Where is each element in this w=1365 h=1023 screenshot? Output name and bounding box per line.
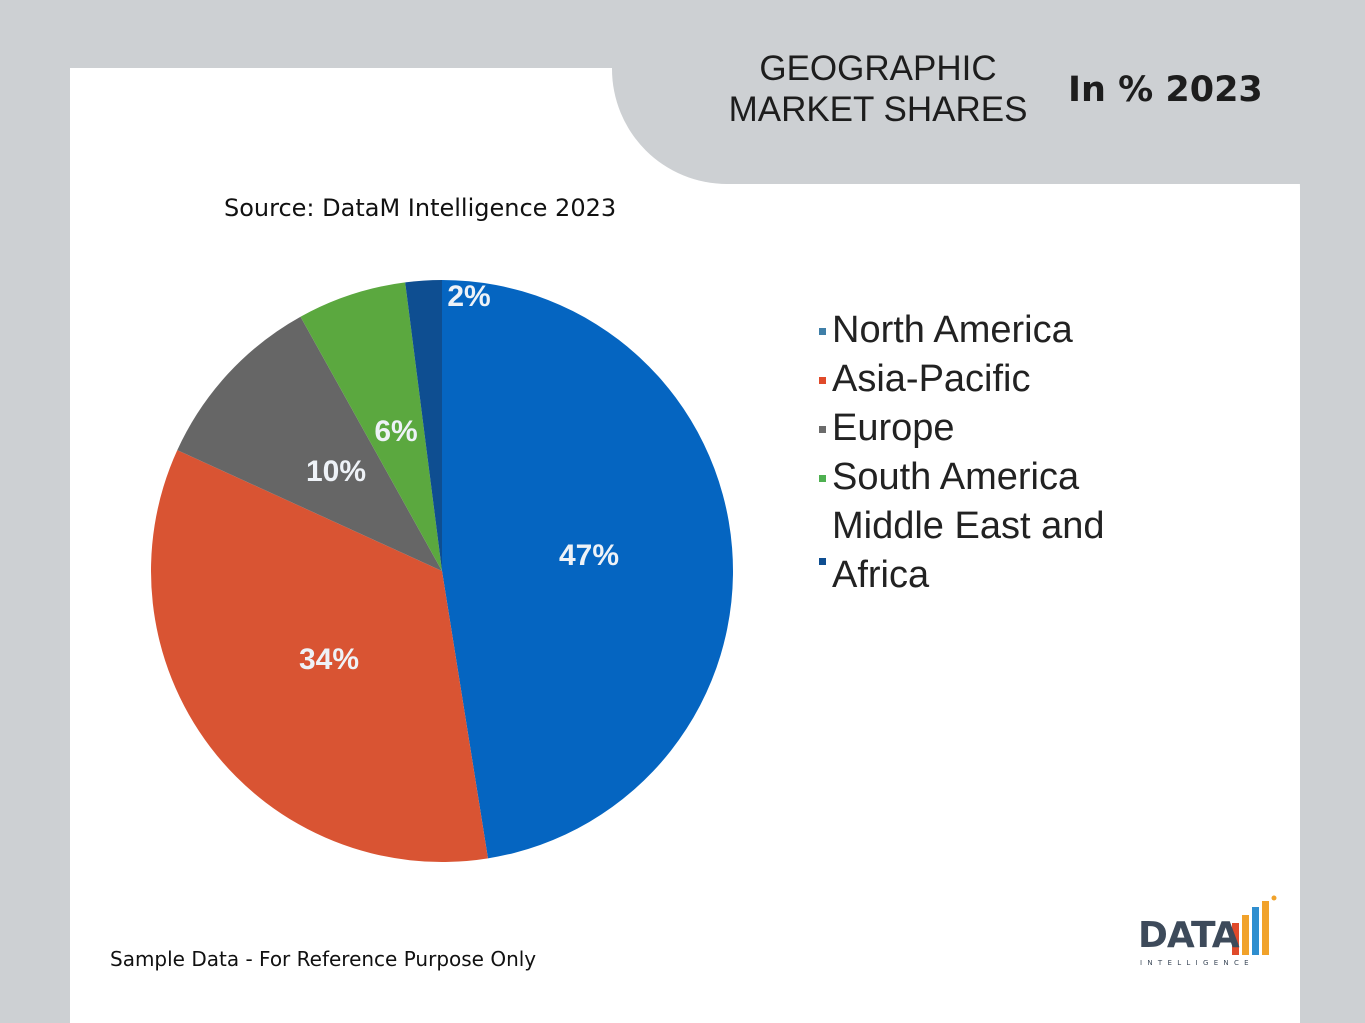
data-label-middle-east-and-africa: 2%	[447, 280, 490, 313]
legend-marker-icon	[819, 426, 826, 433]
legend-item-middle-east-and-africa: Middle East and Africa	[816, 502, 1105, 600]
logo-subtitle: INTELLIGENCE	[1140, 959, 1254, 967]
chart-unit-label: In % 2023	[1068, 70, 1263, 110]
logo-bars-icon	[1232, 895, 1277, 955]
chart-legend: North America Asia-Pacific Europe South Ame…	[816, 306, 1105, 600]
legend-label: Europe	[832, 407, 955, 449]
legend-label: Middle East and Africa	[832, 505, 1105, 596]
pie-slice-asia-pacific	[150, 450, 488, 862]
logo-word: DATA	[1138, 915, 1240, 956]
legend-marker-icon	[819, 328, 826, 335]
data-label-south-america: 6%	[374, 415, 417, 448]
pie-slice-europe	[177, 316, 442, 571]
legend-marker-icon	[819, 475, 826, 482]
company-logo: DATA INTELLIGENCE	[1136, 893, 1281, 973]
data-label-europe: 10%	[306, 455, 366, 488]
footnote: Sample Data - For Reference Purpose Only	[110, 947, 537, 971]
pie-slice-north-america	[442, 280, 734, 859]
legend-label: Asia-Pacific	[832, 358, 1031, 400]
legend-label: North America	[832, 309, 1073, 351]
legend-label: South America	[832, 456, 1080, 498]
chart-title: GEOGRAPHIC MARKET SHARES	[728, 49, 1028, 129]
header-tab	[612, 0, 1365, 184]
legend-item-north-america: North America	[816, 306, 1105, 355]
legend-marker-icon	[819, 558, 826, 565]
pie-slice-middle-east-and-africa	[405, 280, 442, 571]
legend-item-south-america: South America	[816, 453, 1105, 502]
data-label-north-america: 47%	[559, 539, 619, 572]
legend-item-europe: Europe	[816, 404, 1105, 453]
source-label: Source: DataM Intelligence 2023	[224, 194, 617, 222]
legend-item-asia-pacific: Asia-Pacific	[816, 355, 1105, 404]
data-label-asia-pacific: 34%	[299, 643, 359, 676]
pie-slice-south-america	[300, 282, 442, 571]
legend-marker-icon	[819, 377, 826, 384]
